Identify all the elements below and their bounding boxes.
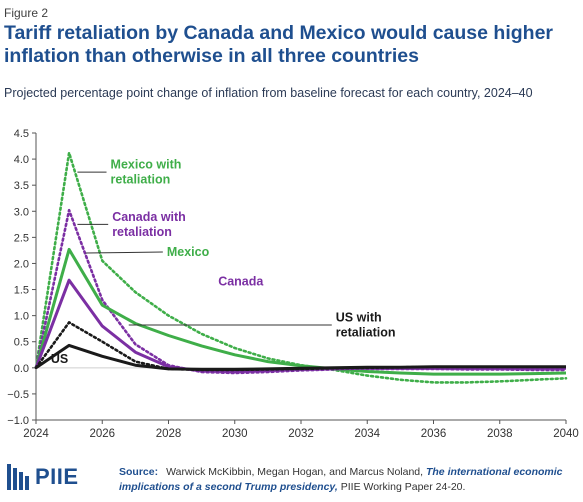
y-tick-label: 0.5 xyxy=(14,337,29,349)
series-line-us-with-retaliation xyxy=(34,321,568,372)
y-tick-label: −1.0 xyxy=(7,415,29,427)
chart-title: Tariff retaliation by Canada and Mexico … xyxy=(4,22,553,67)
source-authors: Warwick McKibbin, Megan Hogan, and Marcu… xyxy=(166,466,426,478)
source-rest: PIIE Working Paper 24-20. xyxy=(337,481,466,493)
annotation-label-mexico: Mexico xyxy=(167,245,210,259)
series-line-canada xyxy=(34,278,566,373)
annotation-label-canada-with-retaliation: retaliation xyxy=(112,225,172,239)
y-tick-label: 1.5 xyxy=(14,285,29,297)
annotation-label-mexico-with-retaliation: Mexico with xyxy=(111,158,182,172)
x-tick-label: 2026 xyxy=(89,428,115,440)
annotation-label-mexico-with-retaliation: retaliation xyxy=(111,173,171,187)
y-tick-label: 4.5 xyxy=(14,128,29,140)
x-tick-label: 2034 xyxy=(354,428,380,440)
annotation-label-us-with-retaliation: US with xyxy=(336,311,382,325)
annotation-label-canada-with-retaliation: Canada with xyxy=(112,210,186,224)
x-tick-label: 2024 xyxy=(23,428,49,440)
y-tick-label: 2.0 xyxy=(14,258,29,270)
x-tick-label: 2028 xyxy=(156,428,182,440)
x-tick-label: 2036 xyxy=(421,428,447,440)
annotation-leader-mexico xyxy=(85,251,163,254)
figure-label: Figure 2 xyxy=(4,6,49,20)
x-tick-label: 2032 xyxy=(288,428,314,440)
piie-logo-text: PIIE xyxy=(35,464,79,489)
annotation-label-canada: Canada xyxy=(218,275,264,289)
y-tick-label: 4.0 xyxy=(14,154,29,166)
series-line-us xyxy=(35,343,566,371)
line-chart: −1.0 −0.5 0.0 0.5 1.0 1.5 2.0 2.5 3.0 3.5 4.0 4.5 20… xyxy=(7,128,579,440)
y-tick-label: −0.5 xyxy=(7,389,29,401)
y-tick-label: 3.0 xyxy=(14,206,29,218)
chart-subtitle: Projected percentage point change of inf… xyxy=(4,86,533,100)
footer: PIIE Source: Warwick McKibbin, Megan Hoga… xyxy=(0,462,583,502)
x-tick-label: 2030 xyxy=(222,428,248,440)
source-title: The international economic implications … xyxy=(119,466,563,493)
y-tick-label: 3.5 xyxy=(14,180,29,192)
annotation-label-us: US xyxy=(51,352,68,366)
series-line-mexico xyxy=(34,247,567,376)
piie-logo: PIIE xyxy=(6,464,79,490)
x-tick-label: 2040 xyxy=(553,428,579,440)
annotation-label-us-with-retaliation: retaliation xyxy=(336,326,396,340)
piie-logo-icon xyxy=(7,464,29,490)
y-tick-label: 0.0 xyxy=(14,363,29,375)
series-line-mexico-with-retaliation xyxy=(34,151,568,384)
y-tick-label: 1.0 xyxy=(14,311,29,323)
y-tick-label: 2.5 xyxy=(14,232,29,244)
source-label: Source: xyxy=(119,466,159,478)
source-note: Source: Warwick McKibbin, Megan Hogan, an… xyxy=(119,465,579,495)
x-tick-label: 2038 xyxy=(487,428,513,440)
